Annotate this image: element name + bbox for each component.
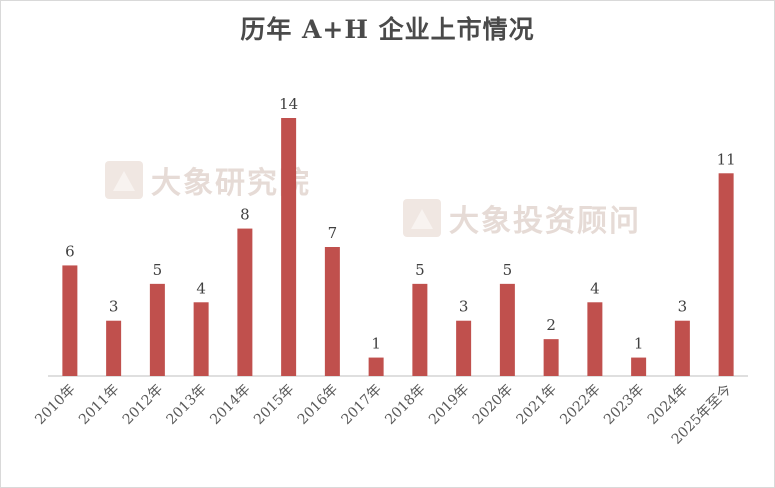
x-tick-label: 2023年 bbox=[601, 382, 647, 428]
bar bbox=[324, 247, 340, 376]
x-tick-label: 2022年 bbox=[557, 382, 603, 428]
data-label: 5 bbox=[415, 261, 425, 279]
x-tick-label: 2012年 bbox=[120, 382, 166, 428]
x-tick-label: 2015年 bbox=[251, 382, 297, 428]
data-label: 11 bbox=[717, 150, 736, 168]
data-label: 3 bbox=[109, 298, 119, 316]
x-tick-label: 2020年 bbox=[470, 382, 516, 428]
elephant-logo-icon bbox=[105, 161, 143, 199]
bar bbox=[631, 357, 647, 376]
x-tick-label: 2014年 bbox=[207, 382, 253, 428]
x-tick-label: 2019年 bbox=[426, 382, 472, 428]
watermark-advisory: 大象投资顾问 bbox=[403, 196, 641, 240]
x-tick-label: 2017年 bbox=[339, 382, 385, 428]
data-label: 8 bbox=[240, 206, 250, 224]
data-label: 7 bbox=[328, 224, 338, 242]
data-label: 2 bbox=[546, 316, 556, 334]
x-tick-label: 2021年 bbox=[514, 382, 560, 428]
bar bbox=[149, 283, 165, 376]
data-label: 4 bbox=[196, 279, 206, 297]
bar bbox=[237, 228, 253, 376]
elephant-logo-icon bbox=[403, 199, 441, 237]
data-label: 3 bbox=[678, 298, 688, 316]
x-tick-label: 2010年 bbox=[32, 382, 78, 428]
data-label: 1 bbox=[371, 335, 381, 353]
x-tick-label: 2013年 bbox=[164, 382, 210, 428]
data-label: 3 bbox=[459, 298, 469, 316]
data-label: 5 bbox=[153, 261, 163, 279]
bar bbox=[412, 283, 428, 376]
chart-title: 历年 A+H 企业上市情况 bbox=[240, 15, 535, 44]
data-label: 1 bbox=[634, 335, 644, 353]
bar bbox=[62, 265, 78, 376]
bar bbox=[499, 283, 515, 376]
bar bbox=[106, 320, 122, 376]
data-label: 4 bbox=[590, 279, 600, 297]
x-tick-label: 2018年 bbox=[382, 382, 428, 428]
bar bbox=[543, 339, 559, 376]
watermark-advisory-text: 大象投资顾问 bbox=[449, 204, 641, 239]
bar bbox=[281, 118, 297, 376]
bar bbox=[456, 320, 472, 376]
bar bbox=[368, 357, 384, 376]
x-tick-label: 2016年 bbox=[295, 382, 341, 428]
data-label: 14 bbox=[279, 95, 298, 113]
bar bbox=[674, 320, 690, 376]
bar bbox=[718, 173, 734, 376]
bar bbox=[587, 302, 603, 376]
x-tick-label: 2011年 bbox=[76, 382, 122, 428]
data-label: 6 bbox=[65, 242, 75, 260]
bar bbox=[193, 302, 209, 376]
data-label: 5 bbox=[503, 261, 513, 279]
